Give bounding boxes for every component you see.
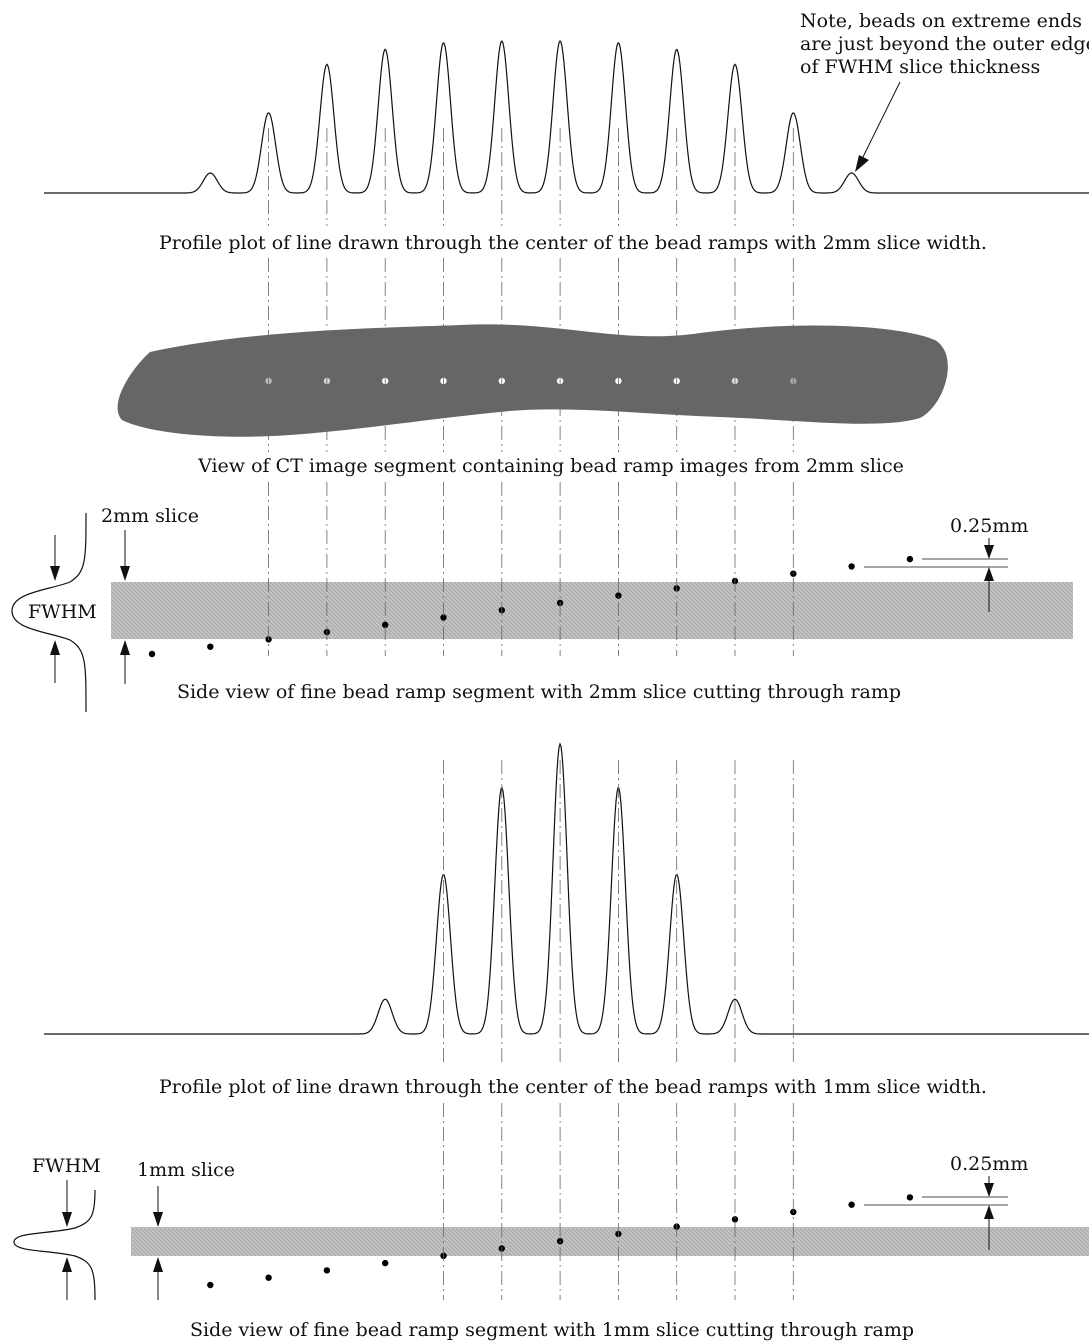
slice-arrowhead-top-2mm [120, 566, 130, 581]
alignment-guides [268, 128, 794, 1300]
note-arrowhead [855, 155, 869, 172]
caption-profile-2mm: Profile plot of line drawn through the c… [159, 232, 987, 254]
slice-profile-curve-2mm [11, 512, 87, 713]
fwhm-label-2mm: FWHM [28, 601, 97, 623]
caption-side-1mm: Side view of fine bead ramp segment with… [190, 1319, 914, 1341]
spacing-arrowhead-bottom-1mm [984, 1205, 994, 1219]
slice-label-1mm: 1mm slice [137, 1159, 235, 1181]
bead [906, 555, 914, 563]
bead [207, 1281, 214, 1289]
fwhm-arrowhead-bottom [50, 640, 60, 655]
profile-plot-2mm [44, 39, 1089, 194]
slice-arrowhead-bottom-2mm [120, 640, 130, 655]
side-view-1mm: FWHM 1mm slice 0.25mm [13, 1153, 1089, 1301]
bead [615, 592, 622, 599]
bead [848, 563, 855, 570]
spacing-label-2mm: 0.25mm [950, 515, 1028, 537]
bead [207, 643, 214, 650]
bead [323, 1267, 331, 1274]
slice-arrowhead-bottom-1mm [153, 1257, 163, 1272]
note-line-2: are just beyond the outer edge [800, 33, 1089, 55]
fwhm1-arrowhead-bottom [62, 1257, 72, 1272]
caption-side-2mm: Side view of fine bead ramp segment with… [177, 681, 901, 703]
spacing-arrowhead-top-2mm [984, 545, 994, 559]
bead [382, 621, 389, 628]
ct-image-segment [117, 324, 948, 437]
bead [906, 1194, 914, 1201]
slice-label-2mm: 2mm slice [101, 505, 199, 527]
note-leader-line [861, 81, 901, 160]
bead [731, 1216, 739, 1223]
bead [265, 1274, 272, 1281]
fwhm1-arrowhead-top [62, 1212, 72, 1227]
profile-curve-2mm [44, 39, 1089, 194]
slice-slab-2mm [111, 582, 1073, 639]
spacing-arrowhead-bottom-2mm [984, 567, 994, 581]
bead [382, 1259, 389, 1267]
note-line-1: Note, beads on extreme ends [800, 10, 1082, 32]
bead [148, 650, 156, 658]
slice-slab-1mm [131, 1227, 1089, 1256]
side-view-2mm: FWHM 2mm slice 0.25mm [11, 505, 1073, 713]
slice-profile-curve-1mm [13, 1189, 96, 1301]
caption-ct-view: View of CT image segment containing bead… [197, 455, 904, 477]
profile-plot-1mm [44, 742, 1089, 1035]
spacing-arrowhead-top-1mm [984, 1183, 994, 1197]
spacing-label-1mm: 0.25mm [950, 1153, 1028, 1175]
fwhm-label-1mm: FWHM [32, 1155, 101, 1177]
bead [440, 614, 447, 621]
profile-curve-1mm [44, 742, 1089, 1035]
fwhm-arrowhead-top [50, 566, 60, 581]
bead-ramp-2mm [148, 555, 914, 658]
caption-profile-1mm: Profile plot of line drawn through the c… [159, 1076, 987, 1098]
slice-arrowhead-top-1mm [153, 1212, 163, 1227]
note-callout: Note, beads on extreme ends are just bey… [800, 10, 1089, 172]
note-line-3: of FWHM slice thickness [800, 56, 1040, 78]
phantom-shape [117, 324, 948, 437]
bead [848, 1201, 855, 1208]
